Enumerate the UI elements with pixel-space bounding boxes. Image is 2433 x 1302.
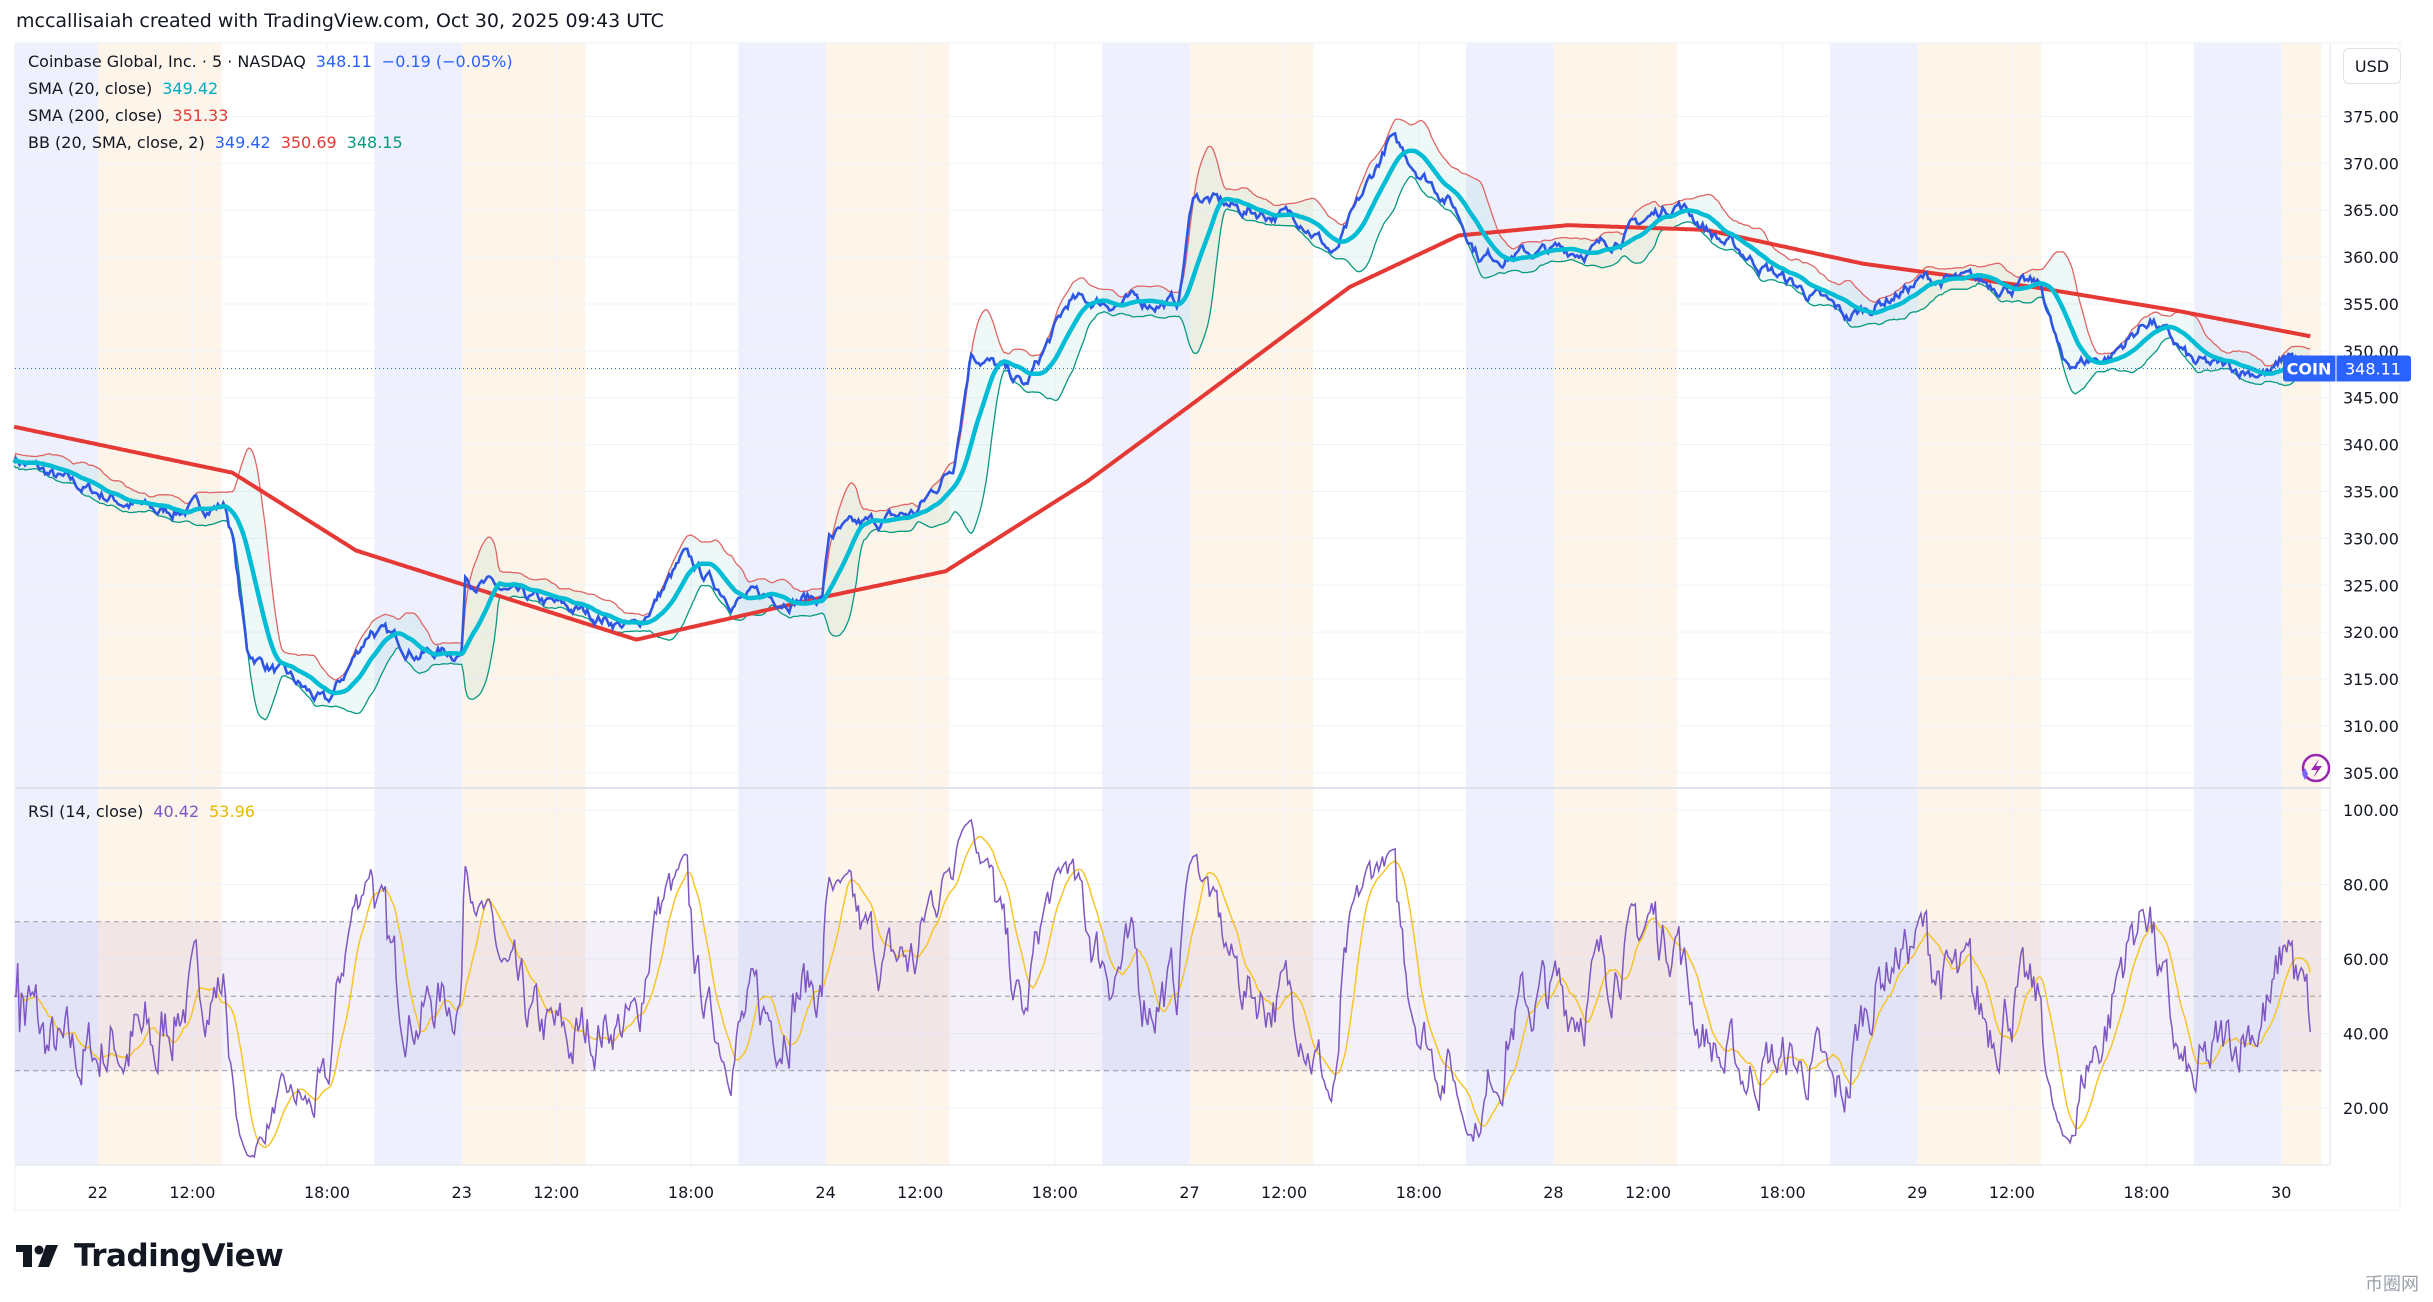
last-price-tag-ticker: COIN	[2287, 360, 2332, 379]
rsi-ma-value: 53.96	[209, 802, 255, 821]
bb-legend[interactable]: BB (20, SMA, close, 2) 349.42 350.69 348.15	[28, 133, 413, 152]
sma20-legend[interactable]: SMA (20, close) 349.42	[28, 79, 228, 98]
price-axis-label: 370.00	[2343, 154, 2399, 173]
price-axis-label: 340.00	[2343, 436, 2399, 455]
rsi-line[interactable]	[14, 818, 2312, 1159]
time-axis-label: 29	[1907, 1183, 1927, 1202]
last-price-tag[interactable]	[2283, 355, 2411, 382]
premarket-session-band	[2193, 43, 2282, 1165]
premarket-session-band	[374, 43, 462, 1165]
price-change: −0.19 (−0.05%)	[381, 52, 513, 71]
time-axis-label: 24	[815, 1183, 835, 1202]
sma200-label: SMA (200, close)	[28, 106, 163, 125]
rsi-axis-label: 80.00	[2343, 876, 2389, 895]
price-axis-label: 365.00	[2343, 201, 2399, 220]
symbol-title: Coinbase Global, Inc. · 5 · NASDAQ	[28, 52, 306, 71]
price-axis-label: 320.00	[2343, 623, 2399, 642]
price-axis-label: 330.00	[2343, 529, 2399, 548]
time-axis-label: 12:00	[533, 1183, 579, 1202]
premarket-session-band	[15, 43, 98, 1165]
sma20-label: SMA (20, close)	[28, 79, 153, 98]
price-axis-label: 375.00	[2343, 107, 2399, 126]
time-axis-label: 30	[2271, 1183, 2291, 1202]
premarket-session-band	[1829, 43, 1918, 1165]
time-axis-label: 12:00	[897, 1183, 943, 1202]
last-price: 348.11	[315, 52, 372, 71]
afterhours-session-band	[2281, 43, 2322, 1165]
time-axis-label: 18:00	[304, 1183, 350, 1202]
time-axis-label: 23	[452, 1183, 472, 1202]
currency-button[interactable]: USD	[2343, 48, 2401, 84]
price-axis-label: 305.00	[2343, 764, 2399, 783]
bb-upper-line[interactable]	[13, 118, 2311, 681]
rsi-legend[interactable]: RSI (14, close) 40.42 53.96	[28, 802, 265, 821]
bb-basis-value: 349.42	[214, 133, 271, 152]
rsi-axis-label: 60.00	[2343, 950, 2389, 969]
time-axis-label: 12:00	[1261, 1183, 1307, 1202]
time-axis-label: 18:00	[1760, 1183, 1806, 1202]
time-axis-label: 28	[1543, 1183, 1563, 1202]
premarket-session-band	[1102, 43, 1190, 1165]
bb-label: BB (20, SMA, close, 2)	[28, 133, 205, 152]
rsi-axis-label: 20.00	[2343, 1099, 2389, 1118]
rsi-value: 40.42	[153, 802, 200, 821]
price-axis-label: 360.00	[2343, 248, 2399, 267]
afterhours-session-band	[1917, 43, 2042, 1165]
price-axis-label: 345.00	[2343, 389, 2399, 408]
price-axis-label: 310.00	[2343, 717, 2399, 736]
time-axis-label: 18:00	[1396, 1183, 1442, 1202]
price-axis-label: 325.00	[2343, 576, 2399, 595]
symbol-legend[interactable]: Coinbase Global, Inc. · 5 · NASDAQ 348.11…	[28, 52, 523, 71]
afterhours-session-band	[97, 43, 222, 1165]
bb-upper-value: 350.69	[280, 133, 337, 152]
last-price-tag-value: 348.11	[2345, 360, 2401, 379]
chart-frame	[14, 42, 2401, 1211]
time-axis-label: 18:00	[2124, 1183, 2170, 1202]
rsi-axis-label: 100.00	[2343, 801, 2399, 820]
rsi-axis-label: 40.00	[2343, 1025, 2389, 1044]
bb-lower-value: 348.15	[346, 133, 403, 152]
tradingview-logo[interactable]: TradingView	[16, 1238, 284, 1274]
price-axis-label: 335.00	[2343, 482, 2399, 501]
price-axis-label: 355.00	[2343, 295, 2399, 314]
time-axis-label: 27	[1179, 1183, 1199, 1202]
time-axis-label: 18:00	[668, 1183, 714, 1202]
bb-lower-line[interactable]	[13, 175, 2311, 721]
lightning-icon[interactable]	[2301, 753, 2331, 783]
watermark: 币圈网	[2365, 1274, 2419, 1295]
time-axis-label: 18:00	[1032, 1183, 1078, 1202]
afterhours-session-band	[825, 43, 950, 1165]
sma200-legend[interactable]: SMA (200, close) 351.33	[28, 106, 238, 125]
time-axis-label: 22	[88, 1183, 108, 1202]
rsi-label: RSI (14, close)	[28, 802, 144, 821]
chart-canvas[interactable]: 375.00370.00365.00360.00355.00350.00345.…	[0, 0, 2433, 1230]
tradingview-logo-text: TradingView	[74, 1238, 284, 1274]
tradingview-logo-icon	[16, 1245, 58, 1267]
time-axis-label: 12:00	[1625, 1183, 1671, 1202]
time-axis-label: 12:00	[169, 1183, 215, 1202]
sma20-line[interactable]	[12, 148, 2311, 696]
sma200-value: 351.33	[172, 106, 229, 125]
price-axis-label: 315.00	[2343, 670, 2399, 689]
time-axis-label: 12:00	[1989, 1183, 2035, 1202]
sma20-value: 349.42	[162, 79, 219, 98]
chart-credit: mccallisaiah created with TradingView.co…	[16, 10, 664, 32]
